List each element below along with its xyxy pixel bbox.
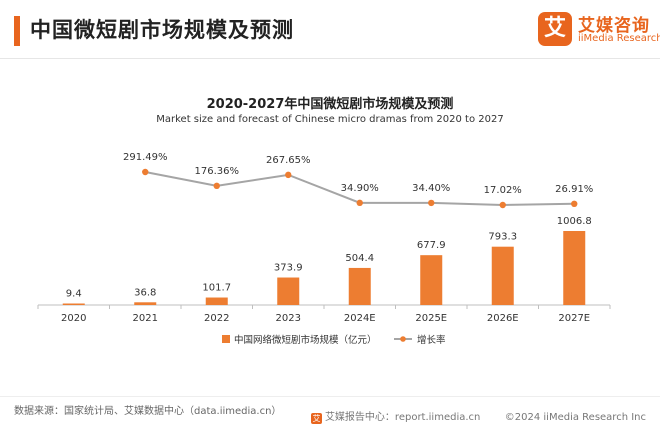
title-accent-bar (14, 16, 20, 46)
bar-2024E (348, 267, 371, 305)
bar-value-label: 101.7 (202, 283, 231, 294)
data-source-note: 数据来源：国家统计局、艾媒数据中心（data.iimedia.cn） (14, 406, 282, 417)
bar-2020 (62, 303, 85, 305)
growth-rate-label: 17.02% (484, 185, 522, 196)
growth-rate-label: 34.40% (412, 183, 450, 194)
x-tick-label: 2020 (61, 313, 86, 324)
bar-value-label: 373.9 (274, 263, 303, 274)
bar-2026E (491, 246, 514, 305)
growth-rate-label: 291.49% (123, 152, 168, 163)
growth-rate-point (285, 171, 292, 179)
page-title: 中国微短剧市场规模及预测 (30, 18, 294, 42)
bar-2022 (205, 297, 228, 305)
chart-subtitle: Market size and forecast of Chinese micr… (156, 114, 504, 125)
logo-chinese-name: 艾媒咨询 (578, 16, 650, 36)
x-tick-label: 2021 (133, 313, 158, 324)
bar-2025E (420, 255, 443, 305)
growth-rate-point (499, 201, 506, 209)
growth-rate-point (571, 200, 578, 208)
x-tick-label: 2023 (276, 313, 301, 324)
logo-mark-icon: 艾 (538, 12, 572, 46)
x-tick-label: 2026E (487, 313, 519, 324)
legend-bar-swatch (222, 335, 230, 343)
bar-value-label: 793.3 (488, 232, 517, 243)
brand-logo: 艾 艾媒咨询 iiMedia Research (538, 10, 660, 52)
growth-rate-point (356, 199, 363, 207)
legend-line-marker (400, 336, 406, 342)
footer-logo-icon: 艾 (310, 413, 322, 424)
header-divider (0, 58, 660, 59)
market-size-chart: 9.4 2020 36.8 2021 101.7 2022 373.9 2023 504.4 20… (37, 152, 611, 346)
legend-line-label: 增长率 (417, 334, 446, 346)
bar-value-label: 677.9 (417, 240, 446, 251)
x-tick-label: 2025E (415, 313, 447, 324)
x-tick-label: 2027E (558, 313, 590, 324)
legend-bar-label: 中国网络微短剧市场规模（亿元） (234, 334, 377, 346)
bar-2027E (563, 231, 586, 305)
growth-rate-point (142, 168, 149, 176)
growth-rate-label: 267.65% (266, 155, 311, 166)
bar-value-label: 1006.8 (557, 216, 592, 227)
chart-title: 2020-2027年中国微短剧市场规模及预测 (206, 97, 454, 112)
bar-2021 (134, 302, 157, 305)
bar-value-label: 36.8 (134, 287, 156, 298)
copyright-text: ©2024 iiMedia Research Inc (504, 412, 646, 423)
bar-value-label: 9.4 (66, 289, 82, 300)
footer-divider (0, 396, 660, 397)
growth-rate-label: 176.36% (195, 166, 240, 177)
report-center-link[interactable]: 艾媒报告中心：report.iimedia.cn (324, 412, 481, 423)
growth-rate-label: 26.91% (555, 184, 593, 195)
growth-rate-point (213, 182, 220, 190)
logo-english-name: iiMedia Research (578, 33, 660, 44)
growth-rate-label: 34.90% (341, 183, 379, 194)
growth-rate-point (428, 199, 435, 207)
x-tick-label: 2022 (204, 313, 229, 324)
footer-credits: 艾艾媒报告中心：report.iimedia.cn ©2024 iiMedia … (310, 408, 646, 424)
x-tick-label: 2024E (344, 313, 376, 324)
bar-2023 (277, 277, 300, 305)
bar-value-label: 504.4 (345, 253, 374, 264)
